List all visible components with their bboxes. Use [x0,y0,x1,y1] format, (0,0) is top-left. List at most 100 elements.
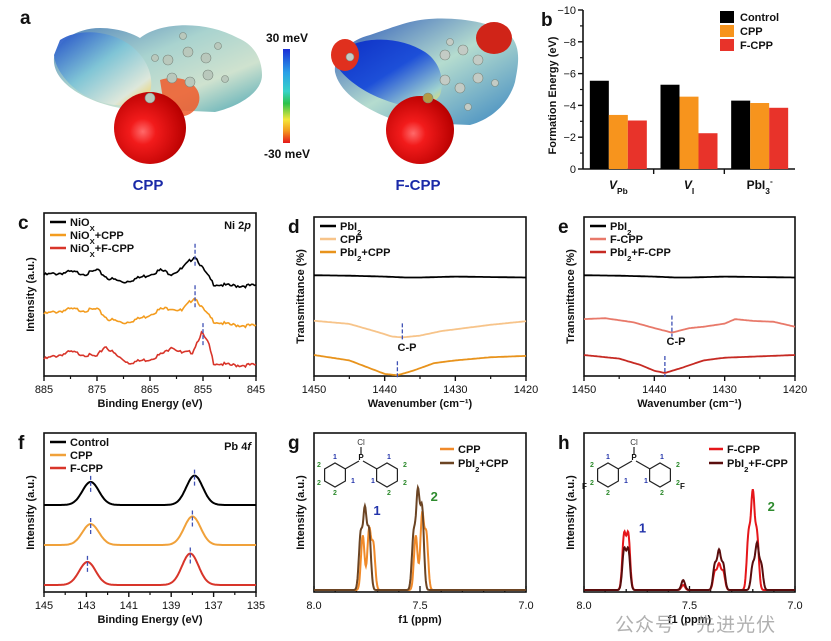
x-tick-label: 143 [77,600,95,612]
legend-swatch [720,25,734,37]
y-axis-label: Transmittance (%) [295,249,307,344]
x-category-label: VI [684,178,694,196]
x-tick-label: 885 [35,384,53,396]
x-tick-label: 1430 [443,384,467,396]
x-tick-label: 7.0 [518,600,533,612]
panel-a: a CPP 30 meV -30 meV [20,8,519,194]
x-tick-label: 1440 [642,384,666,396]
y-axis-label: Intensity (a.u.) [25,475,37,550]
chlorine-atom: Cl [630,438,638,447]
benzene-ring [597,462,619,488]
legend-label: PbI2 [610,221,631,237]
y-tick-label: −6 [563,69,576,81]
series-line-cpp [314,511,526,591]
proton-label: 1 [333,454,337,461]
series-line-control [44,474,256,506]
fcpp-esp-surface: F-CPP [331,18,519,194]
x-tick-label: 1430 [712,384,736,396]
molecule-structure: P Cl 1 1 2 2 2 1 1 2 2 2 [317,438,407,497]
panel-letter-h: h [558,433,570,454]
legend-label: NiOX+F-CPP [70,243,134,259]
proton-label: 1 [624,478,628,485]
phosphorus-atom: P [631,453,637,462]
peak-annotation: C-P [398,342,417,354]
bond [362,460,378,470]
x-tick-label: 1420 [783,384,807,396]
fcpp-left-lobe [335,39,442,107]
y-axis-label: Intensity (a.u.) [565,475,577,550]
panel-e-ftir-fcpp-chart: e 1450 1440 1430 1420 Wavenumber (cm⁻¹) Transm… [558,216,807,410]
cpp-esp-surface: CPP [53,25,262,194]
y-tick-label: −2 [563,132,576,144]
x-axis-label: Binding Energy (eV) [97,398,202,410]
proton-label: 2 [403,480,407,487]
panel-d-ftir-cpp-chart: d 1450 1440 1430 1420 Wavenumber (cm⁻¹) Transm… [288,216,538,410]
series-line-niox [43,256,257,289]
colorbar-max-label: 30 meV [266,31,308,45]
series-line-f-cpp [44,552,256,586]
x-tick-label: 7.5 [682,600,697,612]
bar-f-cpp-2 [769,107,789,169]
proton-label: 2 [317,480,321,487]
peak-label-1: 1 [639,521,646,536]
legend-label: PbI2 [340,221,361,237]
cpp-cl-sphere [114,92,186,164]
proton-label: 1 [644,478,648,485]
legend-label: F-CPP [740,40,773,52]
series-line-cpp [44,515,256,546]
spectrum-annotation: Ni 2p [224,220,251,232]
fcpp-cl-sphere [386,96,454,164]
panel-letter-g: g [288,433,300,454]
y-tick-label: −4 [563,100,576,112]
proton-label: 1 [660,454,664,461]
bar-control-2 [731,100,751,169]
fcpp-fluorine-right [476,22,512,54]
x-tick-label: 145 [35,600,53,612]
legend-swatch [720,39,734,51]
esp-colorbar: 30 meV -30 meV [264,31,310,161]
series-line-f-cpp [583,317,796,334]
cpp-atoms [144,32,229,104]
y-axis-label: Intensity (a.u.) [25,257,37,332]
panel-letter-b: b [541,10,553,31]
fluorine-atom: F [582,482,587,491]
x-tick-label: 1450 [572,384,596,396]
series-line-cpp [313,319,527,339]
legend-label: F-CPP [727,444,760,456]
legend-label: F-CPP [70,463,103,475]
proton-label: 2 [676,462,680,469]
bond [635,460,651,470]
plot-frame [583,432,796,593]
x-tick-label: 141 [120,600,138,612]
x-tick-label: 855 [194,384,212,396]
x-tick-label: 875 [88,384,106,396]
y-axis-label: Intensity (a.u.) [295,475,307,550]
colorbar-min-label: -30 meV [264,147,310,161]
colorbar-gradient [283,49,290,143]
series-line-pbi2-cpp [313,354,527,377]
bar-f-cpp-0 [627,120,647,169]
benzene-ring [649,462,671,488]
bond [617,460,633,470]
proton-label: 2 [403,462,407,469]
fcpp-fluorine-left [331,39,359,71]
x-tick-label: 1420 [514,384,538,396]
x-axis-label: Wavenumber (cm⁻¹) [637,398,742,410]
proton-label: 1 [606,454,610,461]
x-axis-label: Wavenumber (cm⁻¹) [368,398,473,410]
x-tick-label: 137 [204,600,222,612]
x-tick-label: 7.5 [412,600,427,612]
fcpp-label: F-CPP [396,177,441,194]
peak-label-1: 1 [373,503,380,518]
panel-c-ni2p-xps-chart: c 885 875 865 855 845 Binding Energy (eV) Inten… [18,212,265,410]
fcpp-atoms [345,38,499,111]
fluorine-atom: F [680,482,685,491]
x-axis-label: f1 (ppm) [668,614,712,626]
benzene-ring [376,462,398,488]
legend-label: NiOX [70,217,96,233]
y-axis-label: Transmittance (%) [565,249,577,344]
series-line-pbi2 [584,274,795,279]
panel-letter-d: d [288,217,300,238]
